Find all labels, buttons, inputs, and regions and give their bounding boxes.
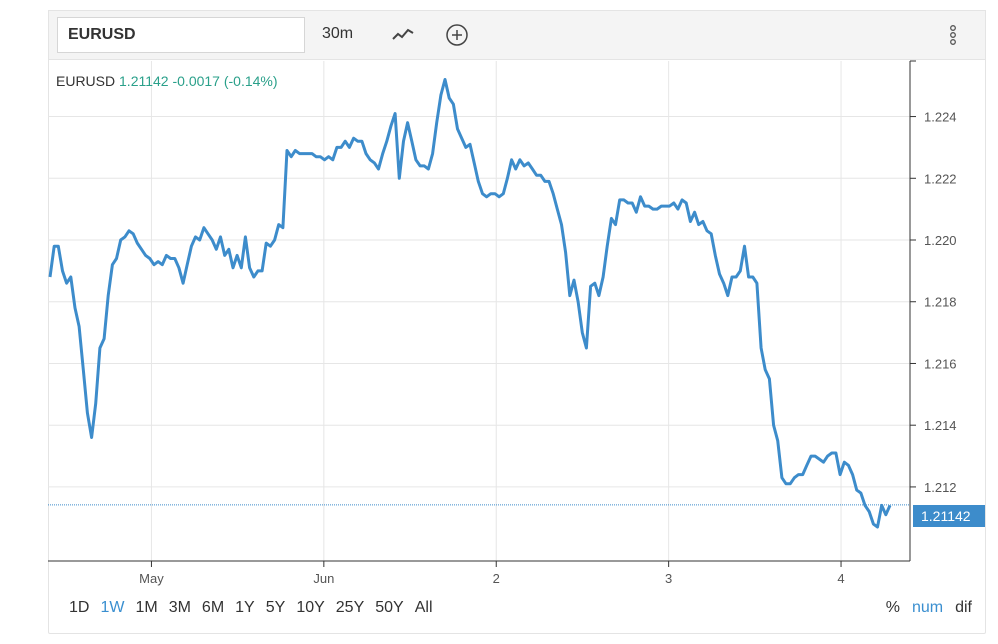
x-tick-label: Jun	[313, 571, 334, 586]
y-tick-label: 1.212	[924, 480, 957, 495]
range-button-all[interactable]: All	[414, 599, 433, 616]
x-tick-label: May	[139, 571, 164, 586]
y-tick-label: 1.222	[924, 171, 957, 186]
legend-symbol: EURUSD	[56, 73, 116, 89]
range-button-1m[interactable]: 1M	[135, 599, 158, 616]
legend-change: -0.0017 (-0.14%)	[172, 73, 278, 89]
x-tick-label: 4	[837, 571, 844, 586]
y-tick-label: 1.218	[924, 295, 957, 310]
symbol-input[interactable]: EURUSD	[57, 17, 305, 53]
y-axis: 1.212 1.214 1.216 1.218 1.220 1.222 1.224	[909, 60, 957, 561]
vertical-ellipsis-icon[interactable]	[939, 21, 967, 49]
mode-button-dif[interactable]: dif	[955, 599, 972, 616]
mode-button-num[interactable]: num	[911, 599, 944, 616]
range-selector: 1D 1W 1M 3M 6M 1Y 5Y 10Y 25Y 50Y All	[69, 599, 444, 617]
plus-circle-icon[interactable]	[443, 21, 471, 49]
y-tick-label: 1.216	[924, 356, 957, 371]
y-tick-label: 1.214	[924, 418, 957, 433]
range-button-1w[interactable]: 1W	[100, 599, 125, 616]
interval-selector[interactable]: 30m	[322, 25, 354, 42]
chart-legend: EURUSD 1.21142 -0.0017 (-0.14%)	[56, 73, 278, 89]
y-tick-label: 1.224	[924, 110, 957, 125]
range-button-1y[interactable]: 1Y	[235, 599, 255, 616]
range-button-6m[interactable]: 6M	[201, 599, 225, 616]
range-button-10y[interactable]: 10Y	[296, 599, 325, 616]
mode-button-percent[interactable]: %	[885, 599, 900, 616]
last-price-flag: 1.21142	[913, 505, 985, 527]
chart-toolbar: EURUSD 30m	[48, 10, 986, 60]
x-tick-label: 2	[493, 571, 500, 586]
chart-grid	[48, 61, 910, 561]
range-button-5y[interactable]: 5Y	[265, 599, 286, 616]
range-button-25y[interactable]: 25Y	[335, 599, 365, 616]
scale-mode-selector: % num dif	[874, 599, 972, 617]
legend-last-price: 1.21142	[119, 73, 169, 89]
y-tick-label: 1.220	[924, 233, 957, 248]
x-tick-label: 3	[665, 571, 672, 586]
x-axis: May Jun 2 3 4	[48, 560, 910, 586]
range-button-50y[interactable]: 50Y	[375, 599, 404, 616]
range-button-3m[interactable]: 3M	[168, 599, 191, 616]
line-chart-icon[interactable]	[389, 21, 417, 49]
series-line	[48, 78, 892, 529]
range-button-1d[interactable]: 1D	[69, 599, 90, 616]
